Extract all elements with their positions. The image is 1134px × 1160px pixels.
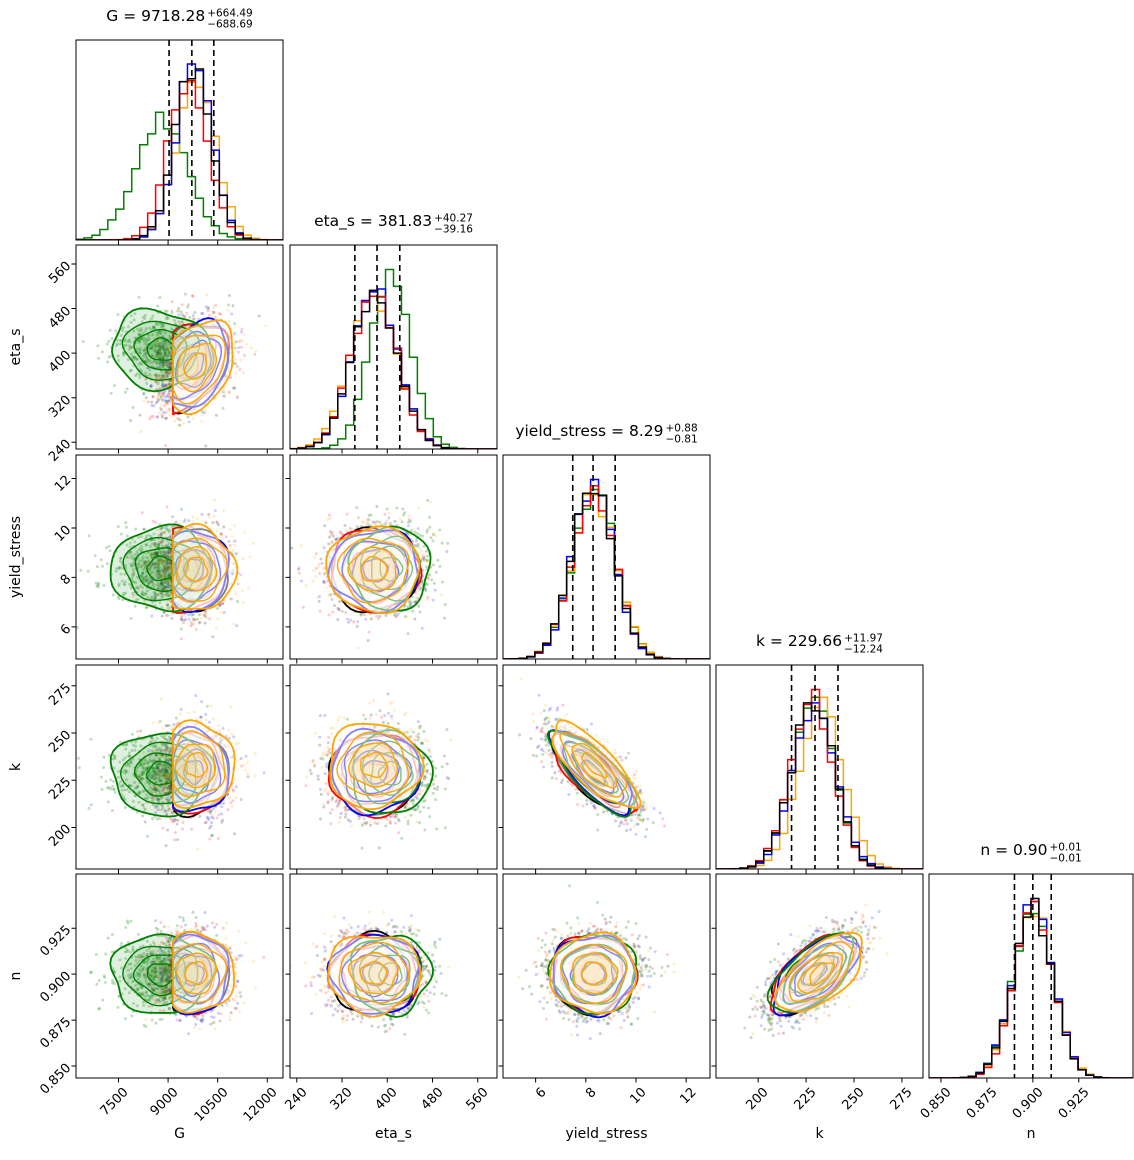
title-n: n = 0.90 +0.01 −0.01 bbox=[929, 841, 1133, 865]
title-k: k = 229.66 +11.97 −12.24 bbox=[716, 632, 923, 656]
title-n-value: n = 0.90 bbox=[980, 841, 1048, 859]
y-axis-label-yield_stress: yield_stress bbox=[8, 516, 24, 598]
scatter-k-vs-yield_stress bbox=[503, 665, 710, 869]
title-yield_stress: yield_stress = 8.29 +0.88 −0.81 bbox=[503, 422, 710, 446]
title-G-uncertainty: +664.49 −688.69 bbox=[207, 7, 253, 31]
hist-yield_stress bbox=[503, 455, 710, 659]
title-yield_stress-value: yield_stress = 8.29 bbox=[515, 422, 664, 440]
x-axis-label-eta_s: eta_s bbox=[375, 1126, 412, 1142]
title-k-value: k = 229.66 bbox=[756, 632, 843, 650]
scatter-n-vs-yield_stress bbox=[503, 874, 710, 1078]
hist-k bbox=[716, 665, 923, 869]
x-axis-label-G: G bbox=[174, 1126, 185, 1142]
title-eta_s-value: eta_s = 381.83 bbox=[314, 212, 433, 230]
hist-G bbox=[76, 40, 283, 240]
scatter-n-vs-G bbox=[76, 874, 283, 1078]
y-axis-label-k: k bbox=[8, 762, 24, 772]
title-G: G = 9718.28 +664.49 −688.69 bbox=[76, 7, 283, 31]
title-yield_stress-uncertainty: +0.88 −0.81 bbox=[665, 422, 698, 446]
title-k-uncertainty: +11.97 −12.24 bbox=[844, 632, 883, 656]
scatter-k-vs-G bbox=[76, 665, 283, 869]
hist-n bbox=[929, 874, 1133, 1078]
scatter-yield_stress-vs-G bbox=[76, 455, 283, 659]
scatter-k-vs-eta_s bbox=[290, 665, 497, 869]
title-eta_s: eta_s = 381.83 +40.27 −39.16 bbox=[290, 212, 497, 236]
title-eta_s-uncertainty: +40.27 −39.16 bbox=[434, 212, 473, 236]
x-axis-label-k: k bbox=[815, 1126, 824, 1142]
y-axis-label-eta_s: eta_s bbox=[8, 328, 24, 366]
scatter-eta_s-vs-G bbox=[76, 245, 283, 449]
scatter-yield_stress-vs-eta_s bbox=[290, 455, 497, 659]
x-axis-label-yield_stress: yield_stress bbox=[565, 1126, 648, 1142]
scatter-n-vs-k bbox=[716, 874, 923, 1078]
x-axis-label-n: n bbox=[1026, 1126, 1036, 1142]
scatter-n-vs-eta_s bbox=[290, 874, 497, 1078]
title-n-uncertainty: +0.01 −0.01 bbox=[1049, 841, 1082, 865]
hist-eta_s bbox=[290, 245, 497, 449]
title-G-value: G = 9718.28 bbox=[106, 7, 206, 25]
y-axis-label-n: n bbox=[8, 971, 24, 981]
